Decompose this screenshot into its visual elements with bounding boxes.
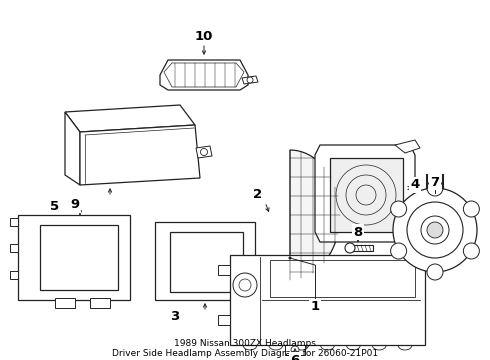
Polygon shape	[242, 76, 258, 84]
Text: 1: 1	[311, 301, 319, 314]
Polygon shape	[218, 315, 230, 325]
Polygon shape	[170, 232, 243, 292]
Circle shape	[200, 148, 207, 156]
Polygon shape	[55, 298, 75, 308]
Text: 2: 2	[253, 189, 263, 202]
Circle shape	[421, 216, 449, 244]
Text: 1989 Nissan 300ZX Headlamps
Driver Side Headlamp Assembly Diagram for 26060-21P0: 1989 Nissan 300ZX Headlamps Driver Side …	[112, 339, 378, 358]
Polygon shape	[218, 265, 230, 275]
Text: 3: 3	[171, 310, 180, 323]
Text: 5: 5	[50, 199, 60, 212]
Circle shape	[291, 346, 299, 354]
Polygon shape	[160, 60, 248, 90]
Polygon shape	[40, 225, 118, 290]
Polygon shape	[65, 105, 195, 132]
Circle shape	[233, 273, 257, 297]
Polygon shape	[270, 260, 415, 297]
Polygon shape	[80, 125, 200, 185]
Polygon shape	[10, 218, 18, 226]
Circle shape	[407, 202, 463, 258]
Circle shape	[393, 188, 477, 272]
Circle shape	[464, 243, 479, 259]
Polygon shape	[10, 244, 18, 252]
Text: 10: 10	[195, 30, 213, 42]
Text: 4: 4	[411, 179, 419, 192]
Circle shape	[247, 77, 253, 83]
Text: 5: 5	[50, 199, 60, 212]
Polygon shape	[164, 63, 244, 87]
Polygon shape	[196, 146, 212, 158]
Circle shape	[289, 256, 292, 260]
Text: 7: 7	[430, 175, 440, 189]
Text: 6: 6	[291, 354, 299, 360]
Polygon shape	[315, 145, 415, 242]
Polygon shape	[155, 222, 255, 300]
Circle shape	[239, 279, 251, 291]
Polygon shape	[290, 150, 340, 280]
Polygon shape	[10, 271, 18, 279]
Polygon shape	[18, 215, 130, 300]
Polygon shape	[350, 245, 373, 251]
Polygon shape	[285, 345, 305, 355]
Polygon shape	[395, 140, 420, 153]
Circle shape	[427, 222, 443, 238]
Polygon shape	[65, 112, 80, 185]
Circle shape	[427, 180, 443, 196]
Circle shape	[427, 264, 443, 280]
Circle shape	[391, 243, 407, 259]
Polygon shape	[230, 255, 425, 345]
Polygon shape	[90, 298, 110, 308]
Circle shape	[464, 201, 479, 217]
Text: 9: 9	[71, 198, 79, 211]
Polygon shape	[330, 158, 403, 232]
Circle shape	[345, 243, 355, 253]
Text: 7: 7	[430, 175, 440, 189]
Circle shape	[391, 201, 407, 217]
Text: 8: 8	[353, 225, 363, 238]
